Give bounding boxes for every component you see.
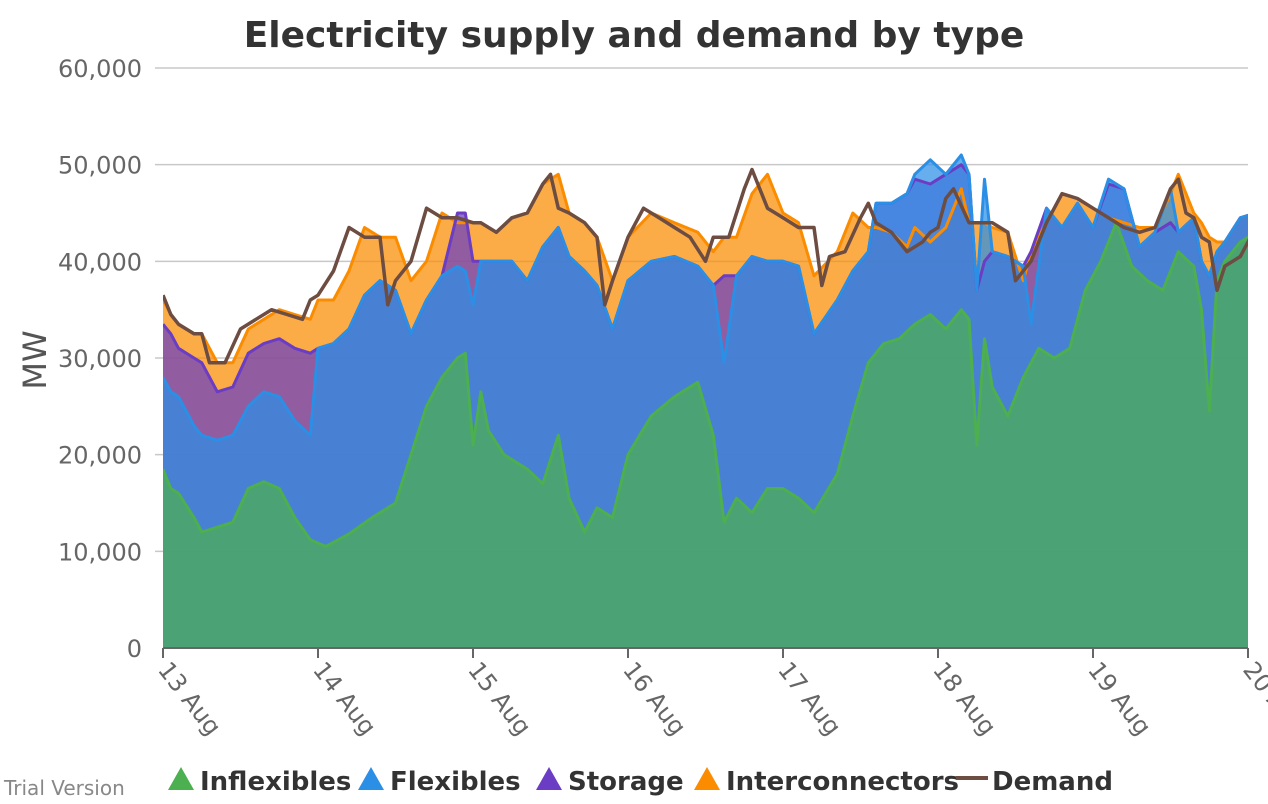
y-tick-label: 10,000 <box>58 538 142 566</box>
legend[interactable]: Inflexibles Flexibles Storage Interconnecto… <box>168 767 1113 797</box>
x-tick-label: 20 Aug <box>1237 656 1268 740</box>
outline-interconnectors <box>163 172 1248 365</box>
x-tick-label: 18 Aug <box>927 656 1001 740</box>
legend-marker-interconnectors <box>694 767 720 790</box>
legend-item-flexibles[interactable]: Flexibles <box>358 767 521 797</box>
y-axis-label: MW <box>16 330 54 389</box>
x-tick-label: 19 Aug <box>1082 656 1156 740</box>
legend-marker-inflexibles <box>168 767 194 790</box>
watermark: Trial Version <box>3 776 125 800</box>
legend-label-storage: Storage <box>568 767 684 797</box>
outline-flexibles <box>163 153 1248 442</box>
x-tick-label: 15 Aug <box>462 656 536 740</box>
legend-marker-storage <box>536 767 562 790</box>
x-tick-label: 14 Aug <box>307 656 381 740</box>
outline-inflexibles <box>163 221 1248 548</box>
x-tick-label: 16 Aug <box>617 656 691 740</box>
line-demand <box>163 167 1248 365</box>
x-tick-label: 13 Aug <box>152 656 226 740</box>
legend-item-storage[interactable]: Storage <box>536 767 684 797</box>
legend-label-flexibles: Flexibles <box>390 767 521 797</box>
y-tick-label: 50,000 <box>58 152 142 180</box>
y-tick-label: 20,000 <box>58 442 142 470</box>
x-tick-label: 17 Aug <box>772 656 846 740</box>
y-tick-label: 30,000 <box>58 345 142 373</box>
legend-item-inflexibles[interactable]: Inflexibles <box>168 767 351 797</box>
chart-title: Electricity supply and demand by type <box>244 15 1025 56</box>
legend-label-demand: Demand <box>992 767 1113 797</box>
y-tick-label: 0 <box>127 635 142 663</box>
area-inflexibles <box>163 222 1248 648</box>
legend-label-interconnectors: Interconnectors <box>726 767 959 797</box>
y-tick-label: 60,000 <box>58 55 142 83</box>
axes: 13 Aug 14 Aug 15 Aug 16 Aug 17 Aug 18 Aug 19 A… <box>152 647 1268 741</box>
legend-marker-flexibles <box>358 767 384 790</box>
legend-label-inflexibles: Inflexibles <box>200 767 351 797</box>
legend-item-interconnectors[interactable]: Interconnectors <box>694 767 959 797</box>
legend-item-demand[interactable]: Demand <box>956 767 1113 797</box>
series-areas <box>163 153 1248 648</box>
y-tick-label: 40,000 <box>58 248 142 276</box>
